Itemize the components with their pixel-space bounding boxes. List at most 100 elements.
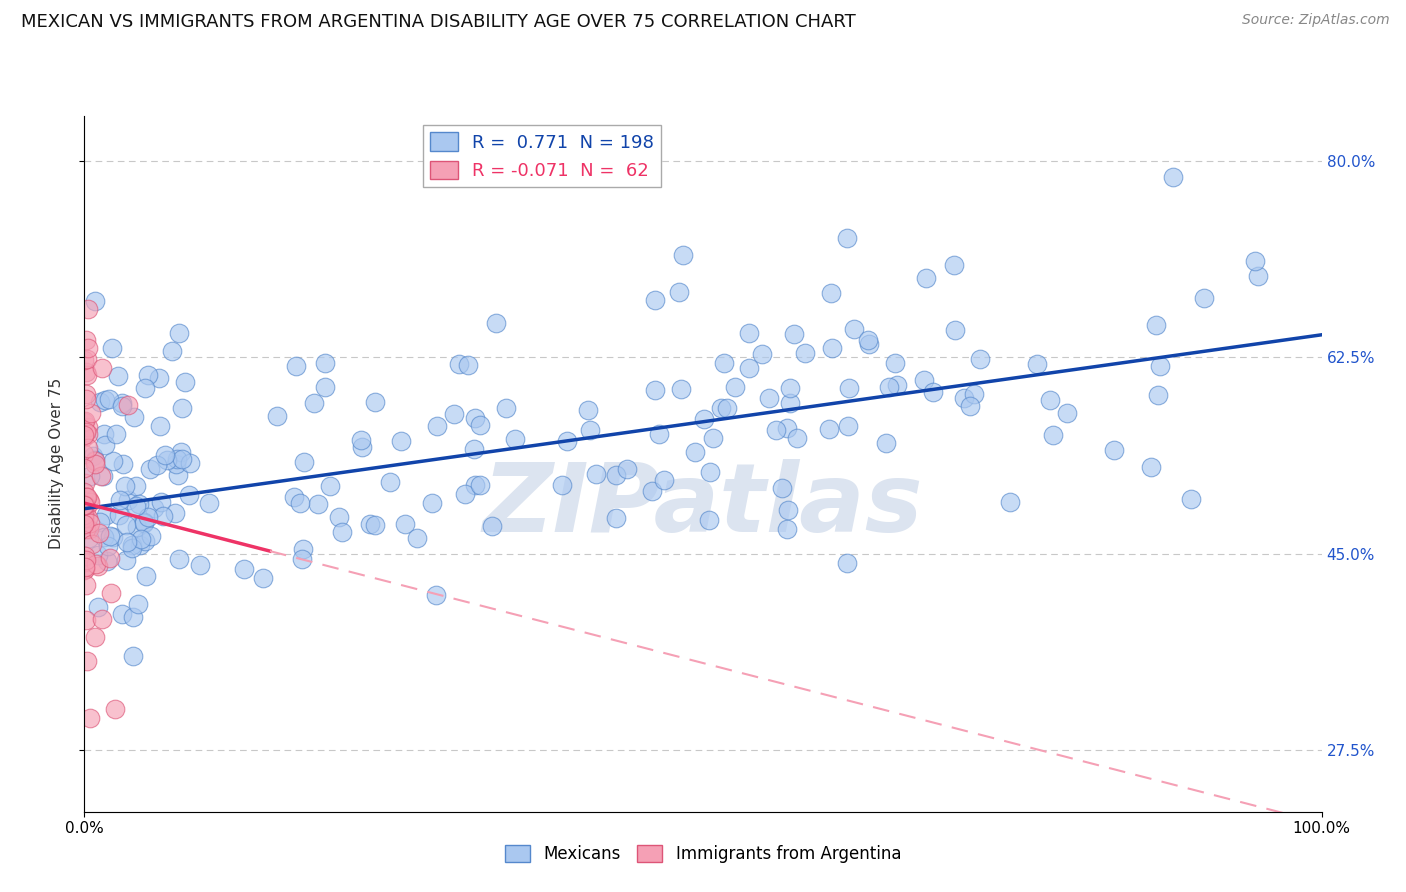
Y-axis label: Disability Age Over 75: Disability Age Over 75 xyxy=(49,378,63,549)
Point xyxy=(73,416,96,430)
Point xyxy=(155,448,177,462)
Point xyxy=(82,450,104,464)
Point xyxy=(76,441,98,455)
Point xyxy=(942,258,965,272)
Point xyxy=(127,597,149,611)
Point xyxy=(389,434,412,449)
Point xyxy=(449,357,471,371)
Point xyxy=(652,473,675,487)
Point xyxy=(79,711,101,725)
Point xyxy=(76,654,98,668)
Point xyxy=(188,558,211,573)
Point xyxy=(91,612,114,626)
Point xyxy=(605,510,627,524)
Point xyxy=(73,413,96,427)
Point xyxy=(165,507,187,521)
Point xyxy=(73,461,96,475)
Point xyxy=(464,410,486,425)
Point xyxy=(838,381,860,395)
Point xyxy=(291,542,314,557)
Point xyxy=(998,495,1021,509)
Point xyxy=(426,419,449,434)
Point xyxy=(1247,268,1270,283)
Point xyxy=(121,609,143,624)
Point xyxy=(93,427,115,442)
Point xyxy=(165,457,187,471)
Point xyxy=(648,427,671,442)
Point xyxy=(149,495,172,509)
Point xyxy=(115,535,138,549)
Point xyxy=(89,515,111,529)
Point xyxy=(443,407,465,421)
Point xyxy=(90,360,112,375)
Point xyxy=(232,562,254,576)
Point xyxy=(98,529,121,543)
Point xyxy=(468,478,491,492)
Point xyxy=(139,528,162,542)
Point xyxy=(84,454,107,468)
Point xyxy=(76,352,98,367)
Point xyxy=(111,607,134,621)
Point xyxy=(125,499,148,513)
Point xyxy=(167,467,190,482)
Point xyxy=(198,496,221,510)
Point xyxy=(97,539,120,553)
Point xyxy=(776,421,799,435)
Point xyxy=(856,333,879,347)
Point xyxy=(90,468,112,483)
Point xyxy=(963,386,986,401)
Point xyxy=(177,488,200,502)
Point xyxy=(290,496,312,510)
Point xyxy=(75,553,97,567)
Point xyxy=(132,516,155,531)
Point xyxy=(738,360,761,375)
Point xyxy=(77,420,100,434)
Point xyxy=(454,487,477,501)
Point xyxy=(134,515,156,529)
Point xyxy=(89,394,111,409)
Point xyxy=(149,419,172,434)
Point xyxy=(83,631,105,645)
Point xyxy=(96,508,118,523)
Point xyxy=(481,519,503,533)
Point xyxy=(922,385,945,400)
Point xyxy=(173,376,195,390)
Point xyxy=(266,409,288,423)
Point xyxy=(776,522,799,536)
Point xyxy=(122,410,145,425)
Point xyxy=(96,554,118,568)
Point xyxy=(1140,459,1163,474)
Point xyxy=(576,402,599,417)
Point xyxy=(107,508,129,522)
Point xyxy=(285,359,308,373)
Point xyxy=(945,323,967,337)
Point xyxy=(710,401,733,415)
Point xyxy=(1026,357,1049,371)
Point xyxy=(73,508,96,523)
Point xyxy=(1163,170,1185,185)
Point xyxy=(668,285,690,300)
Point xyxy=(75,577,97,591)
Point xyxy=(73,430,96,444)
Point xyxy=(77,492,100,507)
Point xyxy=(93,530,115,544)
Point xyxy=(672,248,695,262)
Point xyxy=(470,417,492,432)
Text: MEXICAN VS IMMIGRANTS FROM ARGENTINA DISABILITY AGE OVER 75 CORRELATION CHART: MEXICAN VS IMMIGRANTS FROM ARGENTINA DIS… xyxy=(21,13,856,31)
Point xyxy=(292,455,315,469)
Point xyxy=(114,479,136,493)
Point xyxy=(738,326,761,340)
Point xyxy=(76,490,98,504)
Point xyxy=(463,442,485,456)
Point xyxy=(1042,428,1064,442)
Point xyxy=(724,380,747,394)
Point xyxy=(585,467,607,482)
Point xyxy=(100,586,122,600)
Point xyxy=(79,516,101,531)
Point xyxy=(669,382,692,396)
Point xyxy=(783,326,806,341)
Point xyxy=(765,423,787,437)
Point xyxy=(1039,393,1062,408)
Point xyxy=(166,452,188,467)
Point xyxy=(79,495,101,509)
